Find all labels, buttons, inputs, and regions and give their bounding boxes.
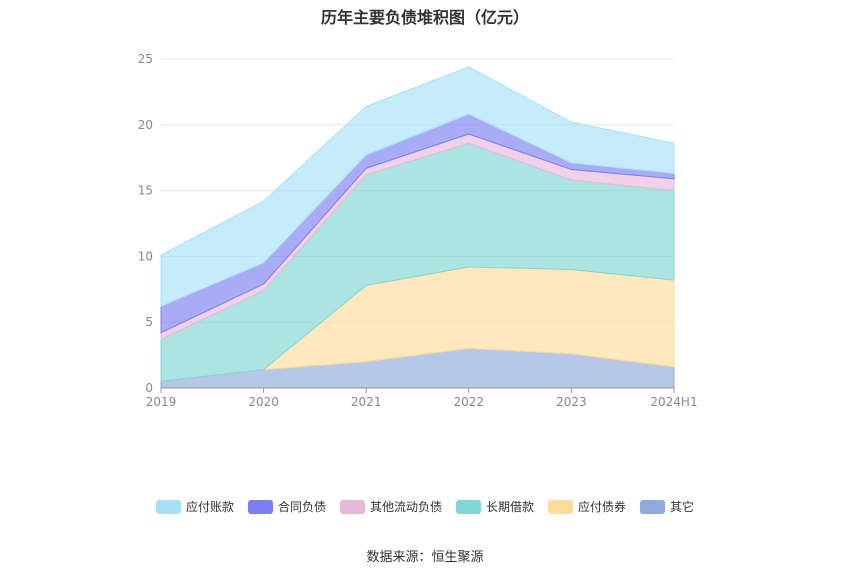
legend-item[interactable]: 应付债券: [548, 498, 626, 515]
y-tick-label: 5: [145, 315, 153, 329]
chart-title: 历年主要负债堆积图（亿元）: [320, 8, 529, 27]
legend-label: 其它: [670, 500, 695, 514]
y-tick-label: 15: [138, 184, 153, 198]
x-tick-label: 2024H1: [650, 395, 697, 409]
legend-swatch: [456, 499, 481, 514]
legend-label: 应付账款: [185, 500, 234, 514]
data-source: 数据来源：恒生聚源: [366, 550, 484, 565]
legend-label: 长期借款: [486, 500, 535, 514]
legend-item[interactable]: 合同负债: [247, 498, 326, 515]
legend: 应付账款 合同负债 其他流动负债 长期借款 应付债券 其它: [0, 498, 850, 515]
legend-item[interactable]: 长期借款: [456, 498, 534, 515]
legend-swatch: [548, 499, 574, 514]
axes: 0 5 10 15 20 25 2019 2020 2021 2022 2023 2024H1: [138, 52, 698, 409]
legend-swatch: [640, 499, 666, 514]
legend-label: 合同负债: [277, 500, 326, 514]
area-series: [160, 66, 675, 389]
legend-label: 应付债券: [578, 500, 627, 514]
x-tick-label: 2022: [454, 395, 485, 409]
legend-swatch: [339, 499, 365, 514]
y-tick-label: 25: [138, 52, 153, 66]
legend-swatch: [155, 499, 181, 514]
x-tick-label: 2023: [556, 395, 587, 409]
legend-item[interactable]: 其他流动负债: [339, 498, 442, 515]
x-tick-label: 2020: [248, 395, 279, 409]
y-tick-label: 20: [138, 118, 153, 132]
x-tick-label: 2019: [146, 395, 177, 409]
x-tick-label: 2021: [351, 395, 382, 409]
area-5: [160, 66, 675, 308]
legend-item[interactable]: 应付账款: [155, 498, 234, 515]
legend-label: 其他流动负债: [369, 500, 442, 514]
legend-swatch: [247, 499, 273, 514]
y-tick-label: 10: [138, 249, 153, 263]
legend-item[interactable]: 其它: [640, 498, 694, 515]
y-tick-label: 0: [145, 381, 153, 395]
